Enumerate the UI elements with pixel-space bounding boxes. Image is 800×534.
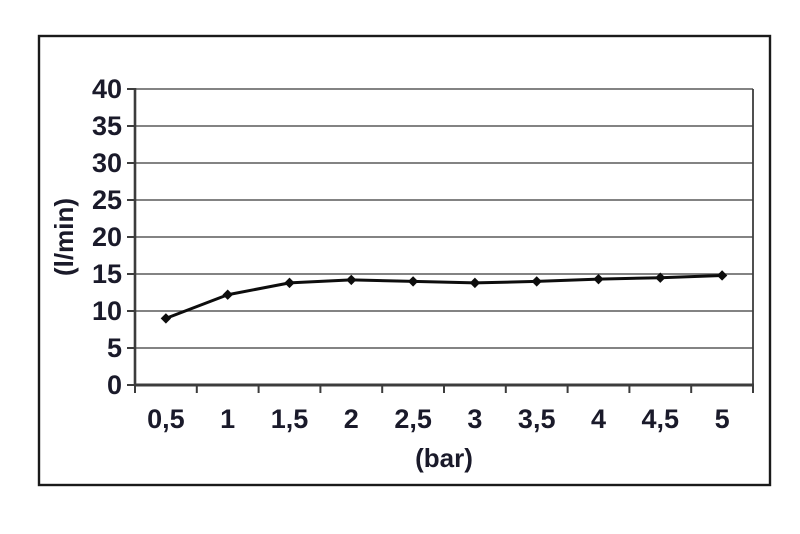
x-tick-label: 4,5 [642,404,680,434]
x-tick-label: 1,5 [271,404,309,434]
y-tick-label: 30 [92,148,122,178]
data-point-marker [469,277,481,289]
y-tick-label: 40 [92,74,122,104]
data-point-marker [160,313,172,324]
data-point-marker [284,277,295,289]
data-point-marker [716,270,728,281]
x-tick-label: 2 [344,404,359,434]
x-tick-label: 3,5 [518,404,556,434]
y-tick-label: 0 [107,370,122,400]
data-point-marker [531,276,542,287]
data-point-marker [346,274,357,286]
y-tick-label: 35 [92,111,122,141]
x-tick-label: 0,5 [147,404,185,434]
y-tick-label: 10 [92,296,122,326]
x-axis-title: (bar) [415,443,473,473]
x-tick-label: 5 [715,404,730,434]
data-point-marker [655,272,666,283]
x-tick-label: 3 [467,404,482,434]
chart-frame-border [37,34,772,487]
y-tick-label: 25 [92,185,122,215]
data-point-marker [593,273,604,285]
y-tick-label: 5 [107,333,122,363]
x-tick-label: 2,5 [394,404,432,434]
x-tick-label: 4 [591,404,606,434]
data-point-marker [407,276,419,287]
data-point-marker [222,289,233,300]
series-line [164,273,724,320]
x-tick-label: 1 [220,404,235,434]
y-tick-label: 15 [92,259,122,289]
y-tick-label: 20 [92,222,122,252]
y-axis-title: (l/min) [49,198,79,276]
